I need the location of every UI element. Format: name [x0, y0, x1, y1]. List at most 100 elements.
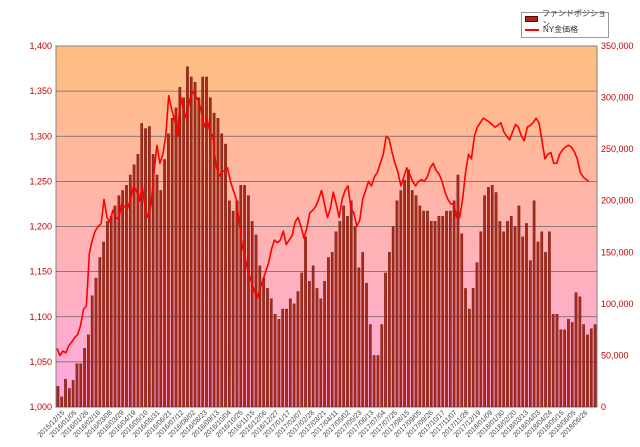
bar	[487, 187, 490, 408]
bar	[281, 308, 285, 408]
bar	[231, 210, 235, 408]
bar	[532, 200, 536, 408]
bar	[323, 281, 326, 408]
bar	[452, 200, 456, 408]
bar	[254, 234, 258, 408]
bar	[548, 231, 551, 408]
bar	[140, 123, 144, 408]
legend-bar-swatch	[525, 15, 538, 22]
bar	[395, 200, 399, 408]
right-tick-label: 300,000	[601, 93, 634, 103]
bar	[193, 81, 197, 408]
bar	[346, 216, 349, 408]
bar	[349, 200, 353, 408]
bar	[178, 87, 182, 408]
bar	[368, 324, 372, 408]
left-tick-label: 1,400	[29, 41, 52, 51]
bar	[75, 363, 79, 408]
bar	[479, 231, 483, 408]
left-axis-ticks: 1,000 1,050 1,100 1,150 1,200 1,250 1,300 1,350…	[29, 41, 52, 412]
bar	[308, 281, 311, 408]
bar	[509, 216, 513, 408]
left-tick-label: 1,250	[29, 176, 52, 186]
bar	[502, 231, 505, 408]
bar	[376, 355, 380, 408]
right-tick-label: 150,000	[601, 247, 634, 257]
bar	[418, 205, 422, 408]
bar	[71, 380, 75, 408]
bar	[426, 210, 429, 408]
bar	[128, 174, 132, 408]
bar	[163, 159, 166, 408]
legend-line-label: NY金価格	[543, 25, 579, 34]
bar	[296, 291, 300, 408]
bar	[490, 185, 494, 408]
bar	[205, 76, 208, 408]
bar	[589, 328, 593, 408]
left-tick-label: 1,100	[29, 312, 52, 322]
legend-item-fund-position: ファンドポジション	[525, 9, 608, 29]
bar	[563, 329, 566, 408]
right-tick-label: 200,000	[601, 196, 634, 206]
bar	[106, 221, 109, 408]
bar	[109, 216, 113, 408]
bar	[574, 292, 578, 408]
bar	[144, 128, 147, 408]
bar	[300, 272, 304, 408]
bar	[189, 76, 193, 408]
bar	[330, 252, 334, 408]
bar	[174, 107, 178, 408]
right-tick-label: 100,000	[601, 299, 634, 309]
bar	[445, 210, 448, 408]
bar	[269, 298, 273, 408]
bar	[380, 324, 384, 408]
bar	[460, 233, 464, 408]
bar	[247, 195, 250, 408]
bar	[311, 265, 315, 408]
bar	[407, 169, 410, 408]
left-tick-label: 1,300	[29, 131, 52, 141]
bar	[403, 179, 406, 408]
bar	[132, 164, 136, 408]
bar	[361, 252, 365, 408]
bar	[155, 174, 159, 408]
bar	[292, 303, 296, 408]
bar	[98, 257, 102, 408]
right-axis-ticks: 0 50,000 100,000 150,000 200,000 250,000 300,0…	[601, 41, 634, 412]
left-tick-label: 1,150	[29, 267, 52, 277]
bar	[555, 314, 559, 408]
bar	[243, 185, 246, 408]
right-tick-label: 350,000	[601, 41, 634, 51]
bar	[250, 221, 254, 408]
bar	[578, 296, 582, 408]
bar	[220, 133, 224, 408]
bar-series	[56, 66, 597, 408]
bar	[201, 76, 205, 408]
bar	[87, 334, 90, 408]
bar	[60, 396, 64, 408]
bar	[464, 288, 467, 408]
bar	[79, 363, 83, 408]
bar	[570, 322, 574, 408]
right-tick-label: 50,000	[601, 350, 629, 360]
bar	[136, 154, 140, 408]
bar	[83, 348, 86, 408]
bar	[544, 252, 547, 408]
legend: ファンドポジション NY金価格	[521, 9, 609, 38]
left-tick-label: 1,200	[29, 222, 52, 232]
bar	[148, 126, 151, 408]
bar	[410, 190, 414, 408]
bar	[208, 97, 212, 408]
bar	[285, 308, 288, 408]
bar	[468, 308, 471, 408]
bar	[433, 221, 437, 408]
bar	[429, 221, 433, 408]
bar	[471, 288, 475, 408]
bar	[216, 118, 220, 408]
bar	[182, 97, 185, 408]
bar	[483, 195, 486, 408]
right-tick-label: 250,000	[601, 144, 634, 154]
bar	[448, 210, 452, 408]
bar	[197, 97, 201, 408]
